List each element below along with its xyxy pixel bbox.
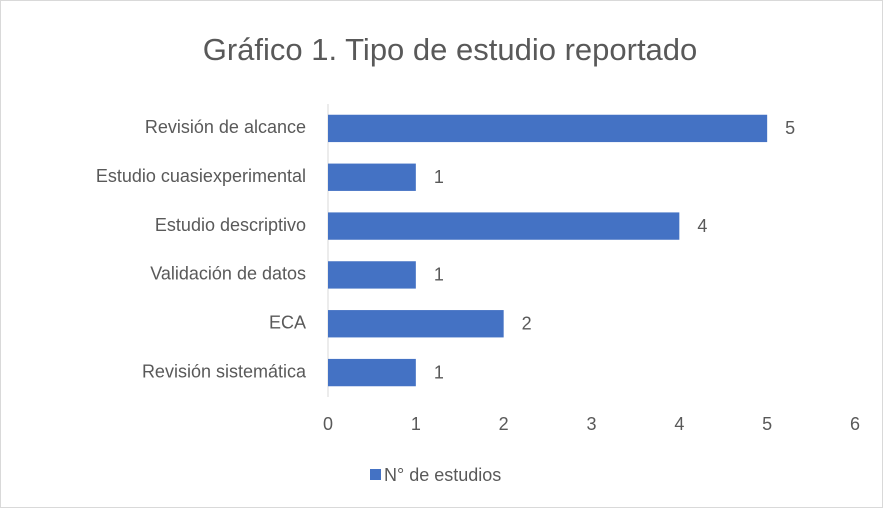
x-tick-label: 0 [323,414,333,434]
data-label: 1 [434,362,444,382]
bar [328,163,416,191]
x-tick-label: 6 [850,414,860,434]
x-tick-label: 4 [674,414,684,434]
bar [328,114,768,143]
x-tick-label: 1 [411,414,421,434]
y-tick-label: Estudio cuasiexperimental [96,166,306,186]
y-tick-label: Revisión sistemática [142,361,307,381]
data-label: 1 [434,167,444,187]
data-label: 4 [697,216,707,236]
data-label: 2 [522,314,532,334]
data-label: 5 [785,118,795,138]
legend-label: N° de estudios [384,465,501,485]
bar [328,310,504,338]
y-tick-label: Validación de datos [150,264,306,284]
data-label: 1 [434,265,444,285]
x-tick-label: 5 [762,414,772,434]
chart-title: Gráfico 1. Tipo de estudio reportado [203,32,698,67]
y-tick-label: ECA [269,313,306,333]
legend-swatch [370,469,381,480]
y-tick-label: Estudio descriptivo [155,215,306,235]
bar [328,261,416,289]
x-tick-label: 2 [499,414,509,434]
bar [328,358,416,387]
bar [328,212,680,240]
y-tick-label: Revisión de alcance [145,117,306,137]
x-tick-label: 3 [586,414,596,434]
